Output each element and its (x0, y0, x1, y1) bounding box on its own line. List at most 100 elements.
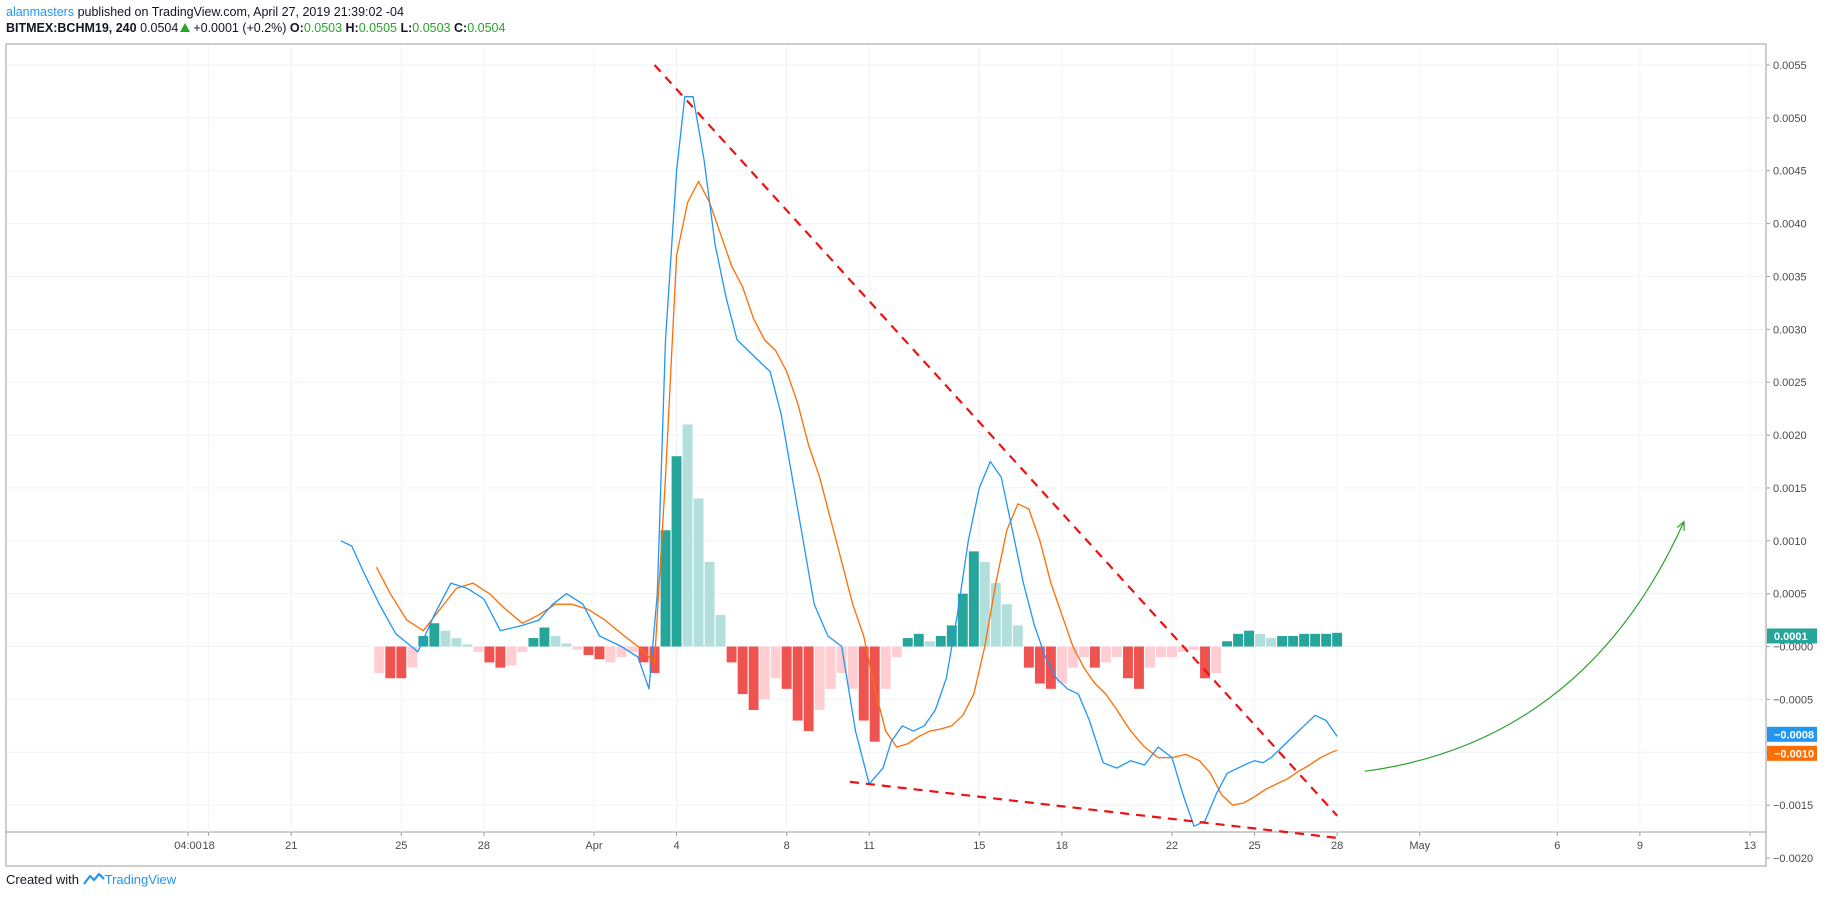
histogram-bar (726, 646, 737, 663)
open-label: O: (289, 21, 304, 35)
histogram-bar (913, 633, 924, 647)
histogram-bar (770, 646, 781, 679)
histogram-bar (1134, 646, 1144, 689)
histogram-bar (1089, 646, 1100, 668)
histogram-bar (968, 551, 979, 647)
histogram-bar (1100, 646, 1111, 663)
histogram-bar (583, 646, 594, 655)
histogram-bar (979, 561, 990, 647)
histogram-bar (1255, 633, 1266, 647)
y-tick-label: 0.0010 (1773, 536, 1807, 548)
x-tick-label: 15 (973, 840, 985, 852)
histogram-bar (715, 614, 726, 647)
histogram-bar (462, 644, 473, 647)
histogram-bar (627, 646, 638, 652)
histogram-bar (1189, 646, 1199, 650)
histogram-bar (836, 646, 847, 673)
histogram-bar (429, 623, 440, 647)
time-axis[interactable]: 04:00 18 21 25 28 Apr 4 8 11 15 18 22 25 28 May 6 9 13 (174, 832, 1756, 852)
lower-trendline[interactable] (849, 780, 1338, 840)
y-tick-label: 0.0055 (1773, 60, 1807, 72)
histogram-bar (1111, 646, 1122, 658)
price-tag-label: −0.0008 (1774, 729, 1814, 741)
histogram-bar (759, 646, 770, 700)
y-tick-label: −0.0020 (1773, 853, 1813, 865)
price-tag (1767, 726, 1817, 742)
histogram-bar (616, 646, 627, 658)
author-link[interactable]: alanmasters (6, 5, 75, 19)
histogram-bar (407, 646, 418, 668)
histogram-bar (473, 646, 484, 652)
histogram-bar (385, 646, 396, 679)
up-arrow-icon (180, 23, 191, 32)
histogram-bar (1012, 625, 1023, 647)
close-value: 0.0504 (467, 21, 506, 35)
high-value: 0.0505 (358, 21, 397, 35)
histogram-bar (561, 643, 572, 647)
x-tick-label: 4 (673, 840, 679, 852)
histogram-bar (880, 646, 891, 689)
histogram-bar (1034, 646, 1045, 684)
x-tick-label: 8 (784, 840, 790, 852)
histogram-bar (803, 646, 814, 732)
x-tick-label: 22 (1166, 840, 1178, 852)
indicator-lines (340, 96, 1338, 827)
histogram-bar (902, 638, 913, 647)
x-tick-label: 25 (395, 840, 407, 852)
y-tick-label: −0.0005 (1773, 694, 1813, 706)
x-tick-label: 21 (285, 840, 297, 852)
histogram-bar (1288, 635, 1299, 647)
histogram-bar (1233, 633, 1244, 647)
histogram-bar (660, 530, 671, 647)
price-axis[interactable]: 0.0055 0.0050 0.0045 0.0040 0.0035 0.0030 0.00… (1766, 60, 1813, 865)
histogram-bar (1277, 635, 1288, 647)
histogram-bar (1332, 632, 1343, 647)
x-tick-label: 13 (1744, 840, 1756, 852)
low-label: L: (400, 21, 413, 35)
drawings[interactable] (653, 64, 1685, 840)
high-label: H: (345, 21, 359, 35)
histogram-bar (605, 646, 616, 663)
histogram-bar (1067, 646, 1078, 668)
histogram-bar (528, 638, 539, 647)
histogram-bar (594, 646, 605, 660)
y-tick-label: −0.0015 (1773, 800, 1813, 812)
footer-brand[interactable]: TradingView (104, 872, 177, 887)
histogram-bar (858, 646, 869, 721)
x-tick-label: 04:00 (174, 840, 202, 852)
histogram-bar (693, 498, 704, 647)
x-tick-label: 25 (1248, 840, 1260, 852)
histogram-bar (1078, 646, 1089, 658)
price-tag-label: −0.0010 (1774, 748, 1814, 760)
price-tags: 0.0001 −0.0008 −0.0010 (1767, 628, 1817, 761)
histogram-bar (517, 646, 528, 652)
histogram-bar (704, 561, 715, 647)
histogram-bar (946, 625, 957, 647)
histogram-bar (781, 646, 792, 689)
histogram-bar (957, 593, 968, 647)
y-tick-label: 0.0035 (1773, 271, 1807, 283)
chart-frame (5, 43, 1767, 867)
symbol-line: BITMEX:BCHM19, 240 0.0504 +0.0001 (+0.2%)… (6, 20, 505, 36)
histogram-bar (847, 646, 858, 689)
histogram-bar (539, 627, 550, 647)
histogram-bar (1023, 646, 1034, 668)
histogram-bar (1244, 630, 1255, 647)
histogram-bar (671, 456, 682, 647)
histogram-bar (869, 646, 880, 742)
histogram-bar (1266, 638, 1277, 647)
histogram-bar (484, 646, 495, 663)
projection-arrow[interactable] (1364, 521, 1685, 772)
histogram-bar (1056, 646, 1067, 684)
histogram-bar (396, 646, 407, 679)
histogram-bar (1321, 633, 1332, 647)
x-tick-label: 9 (1637, 840, 1643, 852)
histogram-bar (1122, 646, 1133, 679)
histogram (374, 424, 1343, 742)
histogram-bar (638, 646, 649, 663)
y-tick-label: 0.0045 (1773, 166, 1807, 178)
histogram-bar (814, 646, 825, 710)
symbol-label[interactable]: BITMEX:BCHM19, 240 (6, 21, 137, 35)
histogram-bar (440, 630, 451, 647)
